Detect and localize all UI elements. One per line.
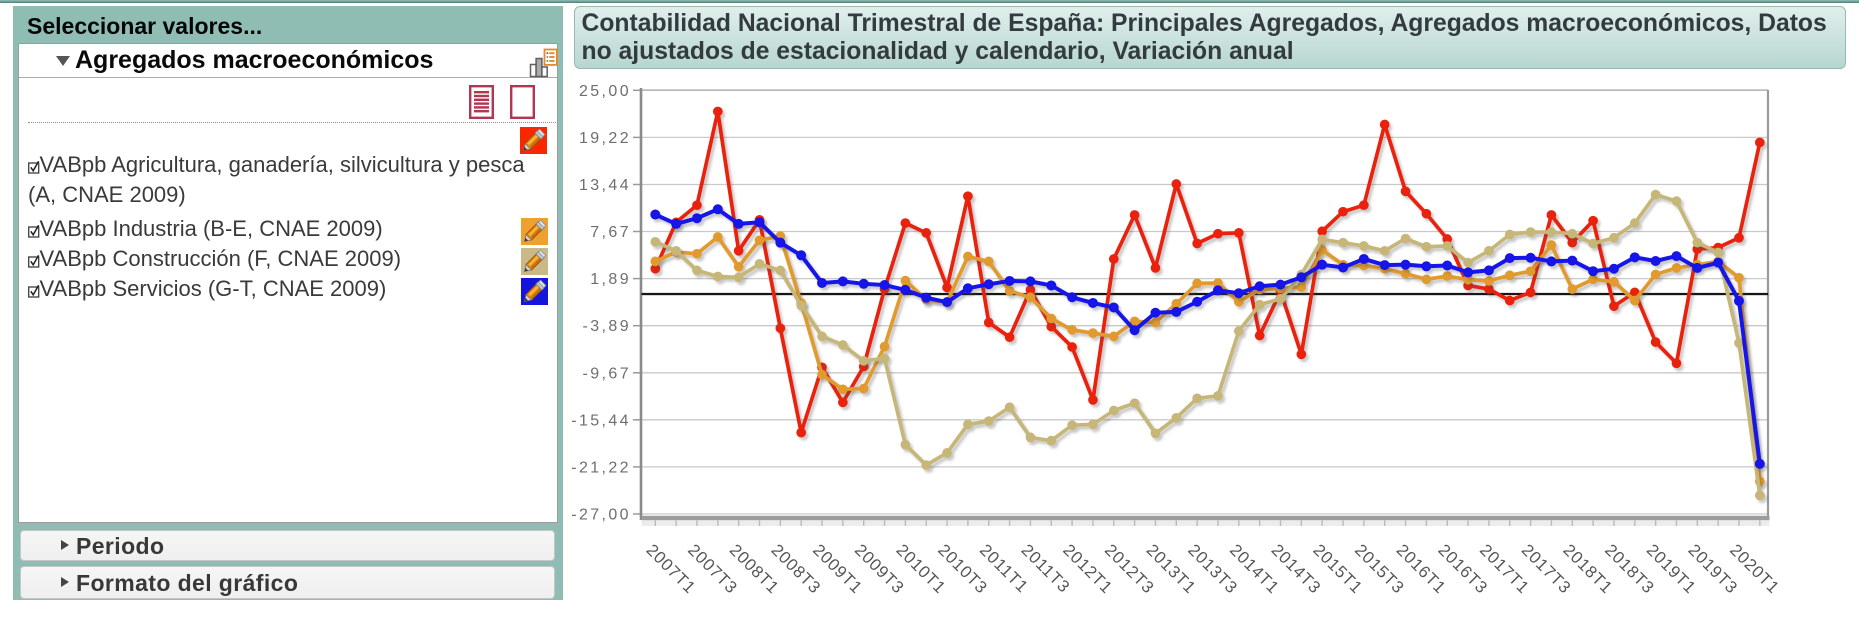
svg-text:19,22: 19,22 (579, 130, 631, 147)
svg-text:25,00: 25,00 (579, 83, 631, 100)
svg-text:-21,22: -21,22 (571, 459, 631, 476)
svg-text:7,67: 7,67 (590, 224, 631, 241)
svg-text:-15,44: -15,44 (571, 412, 631, 429)
svg-text:13,44: 13,44 (579, 177, 631, 194)
svg-text:-27,00: -27,00 (571, 507, 631, 524)
svg-text:-9,67: -9,67 (583, 365, 631, 382)
svg-text:-3,89: -3,89 (583, 318, 631, 335)
svg-text:1,89: 1,89 (590, 271, 631, 288)
